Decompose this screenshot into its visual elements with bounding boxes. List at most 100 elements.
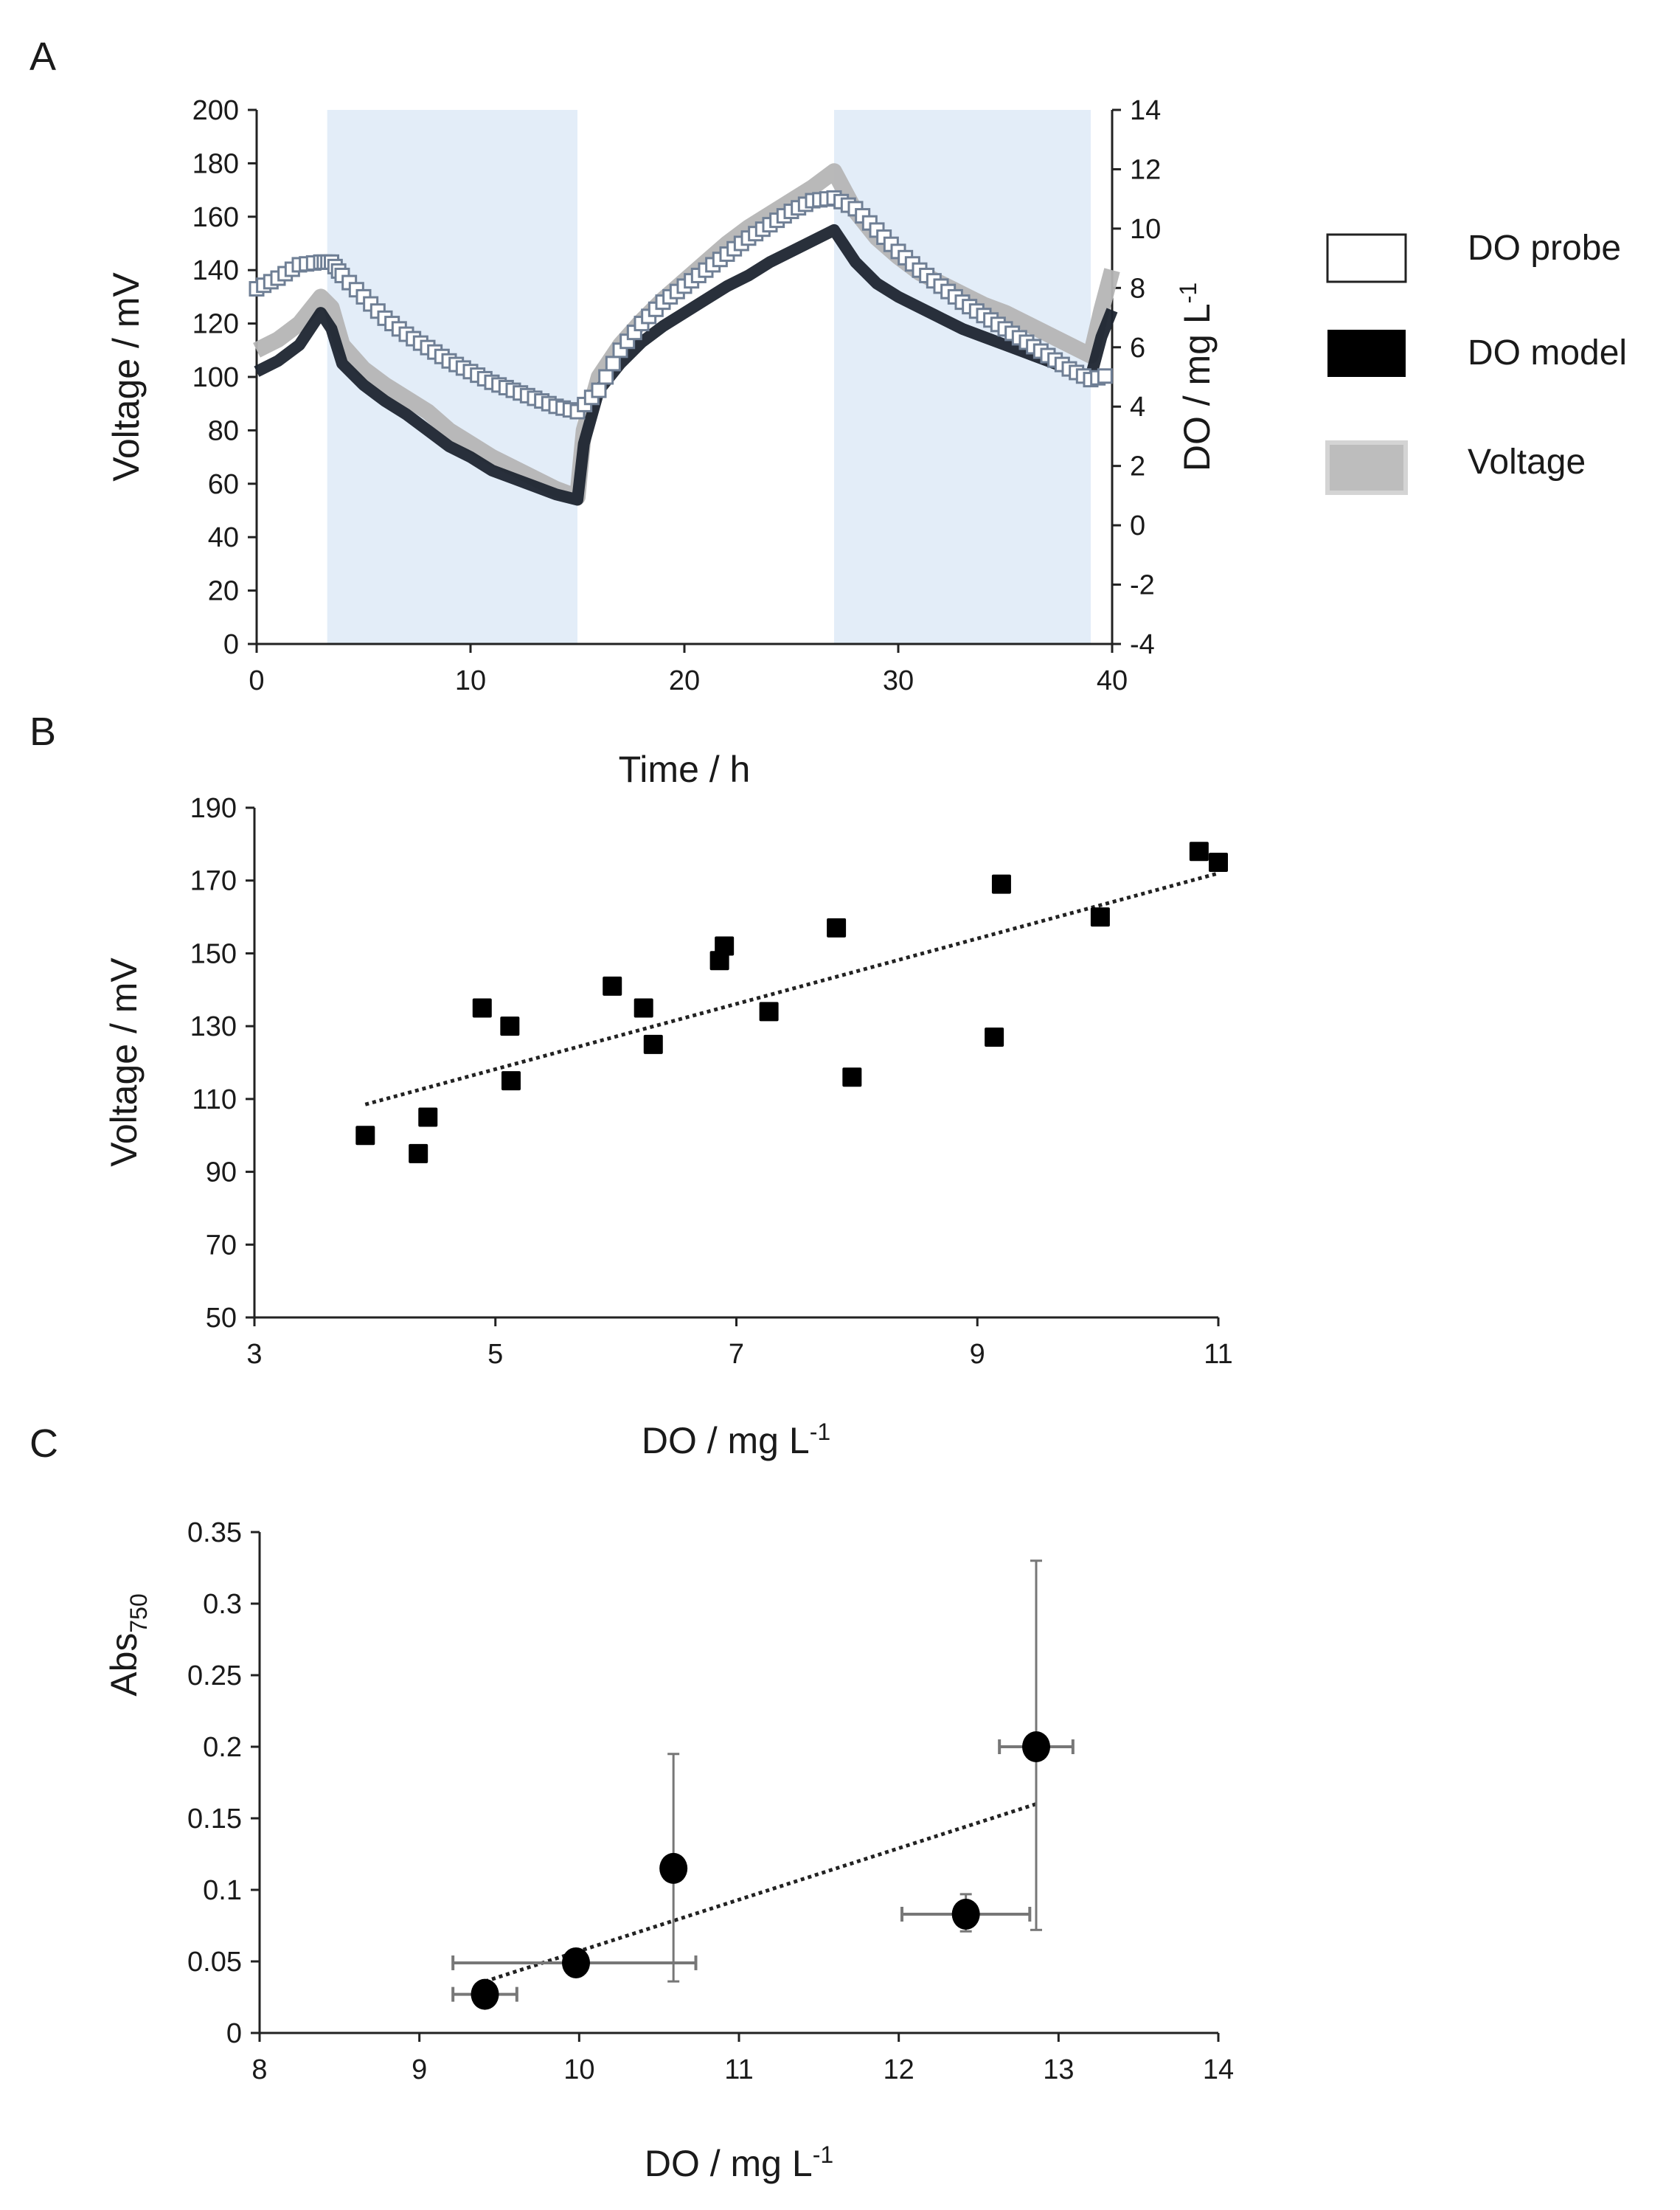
chart-a-y-tick-label: 0 — [223, 629, 239, 660]
data-point — [985, 1027, 1004, 1047]
data-point — [759, 1002, 779, 1022]
data-point — [603, 976, 622, 996]
chart-a-y-tick-label: 80 — [208, 415, 239, 446]
data-point — [355, 1126, 375, 1146]
chart-c-x-tick-label: 14 — [1203, 2054, 1234, 2085]
chart-a-x-tick-label: 40 — [1097, 665, 1128, 696]
chart-c-ylabel-main: Abs — [103, 1633, 145, 1697]
chart-a-y2-tick-label: 2 — [1130, 451, 1145, 482]
chart-c-xlabel-main: DO / mg L — [645, 2143, 813, 2184]
chart-c-y-tick-label: 0 — [226, 2018, 242, 2049]
chart-a-y2label-sup: -1 — [1175, 283, 1201, 303]
data-point — [1022, 1731, 1050, 1762]
chart-c-xlabel-sup: -1 — [813, 2141, 833, 2168]
series-do-model — [254, 224, 1118, 506]
chart-a-x-tick-label: 0 — [249, 665, 264, 696]
legend-swatch-do-probe — [1326, 233, 1407, 283]
data-point — [471, 1978, 499, 2010]
chart-a-y-tick-label: 200 — [192, 95, 239, 126]
chart-c-xlabel: DO / mg L-1 — [645, 2141, 833, 2184]
chart-a-y2-tick-label: 4 — [1130, 392, 1145, 423]
chart-b-y-tick-label: 170 — [190, 866, 237, 897]
data-point-do-probe — [605, 356, 621, 372]
legend-label-do-probe: DO probe — [1468, 229, 1621, 268]
data-point — [643, 1034, 663, 1054]
chart-c-y-tick-label: 0.3 — [203, 1589, 242, 1620]
data-point-do-probe — [598, 369, 614, 385]
chart-c-x-tick-label: 10 — [563, 2054, 594, 2085]
data-point — [501, 1071, 521, 1091]
chart-a: 0 10 20 30 40020406080100120140160180200-4-2… — [192, 95, 1162, 696]
chart-c-x-tick-label: 9 — [412, 2054, 427, 2085]
chart-a-y-tick-label: 20 — [208, 576, 239, 607]
chart-b-ylabel: Voltage / mV — [103, 957, 145, 1167]
data-point — [409, 1143, 428, 1163]
chart-b-xlabel: DO / mg L-1 — [642, 1419, 830, 1461]
data-point — [634, 998, 653, 1018]
data-point-do-probe — [1097, 368, 1113, 384]
data-point — [827, 918, 847, 938]
chart-a-y-tick-label: 160 — [192, 202, 239, 233]
chart-a-y-tick-label: 60 — [208, 469, 239, 500]
chart-a-y2-tick-label: 10 — [1130, 214, 1161, 245]
chart-a-y-tick-label: 180 — [192, 148, 239, 179]
chart-b-y-tick-label: 150 — [190, 938, 237, 969]
chart-a-x-tick-label: 20 — [669, 665, 700, 696]
data-point — [715, 936, 735, 956]
chart-c-y-tick-label: 0.25 — [187, 1660, 242, 1691]
chart-c-y-tick-label: 0.35 — [187, 1517, 242, 1548]
chart-a-y-tick-label: 120 — [192, 309, 239, 340]
chart-c-ylabel-sub: 750 — [125, 1593, 152, 1632]
chart-a-y2-tick-label: 6 — [1130, 333, 1145, 364]
chart-b-y-tick-label: 50 — [206, 1303, 237, 1334]
trendline — [364, 871, 1219, 1106]
data-point — [472, 998, 492, 1018]
chart-c-x-tick-label: 12 — [884, 2054, 914, 2085]
data-point — [1090, 907, 1110, 927]
chart-b: 3 5 7 9 11 50 70 90 110 130 150 170 190 — [190, 793, 1233, 1370]
chart-a-y-tick-label: 100 — [192, 362, 239, 393]
chart-c: 8 9 10 11 12 13 14 0 0.05 0.1 0.15 0.2 0.25 0.3 0.35 — [187, 1517, 1234, 2085]
data-point — [562, 1947, 590, 1978]
chart-c-y-tick-label: 0.1 — [203, 1875, 242, 1906]
data-point — [951, 1898, 980, 1930]
chart-b-x-tick-label: 5 — [487, 1339, 503, 1370]
chart-a-x-tick-label: 30 — [883, 665, 914, 696]
chart-b-y-tick-label: 70 — [206, 1230, 237, 1261]
chart-a-y-tick-label: 40 — [208, 522, 239, 553]
legend-a: DO probe DO model Voltage — [1325, 229, 1627, 495]
chart-c-x-tick-label: 8 — [251, 2054, 267, 2085]
chart-b-y-tick-label: 130 — [190, 1011, 237, 1042]
shaded-region — [834, 110, 1091, 644]
chart-c-x-tick-label: 11 — [724, 2054, 753, 2085]
chart-b-x-tick-label: 11 — [1204, 1339, 1232, 1370]
chart-a-y2-tick-label: -4 — [1130, 629, 1155, 660]
data-point — [842, 1067, 862, 1087]
panel-label-a: A — [29, 35, 56, 79]
chart-b-x-tick-label: 7 — [729, 1339, 744, 1370]
chart-b-y-tick-label: 90 — [206, 1157, 237, 1188]
chart-c-y-tick-label: 0.2 — [203, 1732, 242, 1763]
chart-a-y-tick-label: 140 — [192, 255, 239, 286]
chart-c-y-tick-label: 0.15 — [187, 1804, 242, 1835]
chart-a-ylabel: Voltage / mV — [105, 272, 147, 482]
chart-a-y2label-main: DO / mg L — [1176, 303, 1218, 471]
chart-c-y-tick-label: 0.05 — [187, 1947, 242, 1978]
data-point — [991, 874, 1011, 894]
chart-a-y2-tick-label: 0 — [1130, 510, 1145, 541]
series-do-probe — [249, 190, 1113, 420]
chart-b-y-tick-label: 110 — [192, 1084, 237, 1115]
data-point — [659, 1852, 688, 1884]
legend-label-voltage: Voltage — [1468, 443, 1586, 482]
panel-label-c: C — [29, 1421, 58, 1466]
data-point — [1189, 842, 1209, 862]
chart-a-y2-tick-label: -2 — [1130, 570, 1155, 601]
legend-swatch-do-model — [1327, 330, 1406, 377]
data-point — [709, 951, 729, 971]
chart-a-y2-tick-label: 12 — [1130, 154, 1161, 185]
chart-c-x-tick-label: 13 — [1043, 2054, 1074, 2085]
panel-label-b: B — [29, 710, 56, 754]
chart-b-x-tick-label: 9 — [970, 1339, 985, 1370]
data-point — [1209, 853, 1228, 873]
